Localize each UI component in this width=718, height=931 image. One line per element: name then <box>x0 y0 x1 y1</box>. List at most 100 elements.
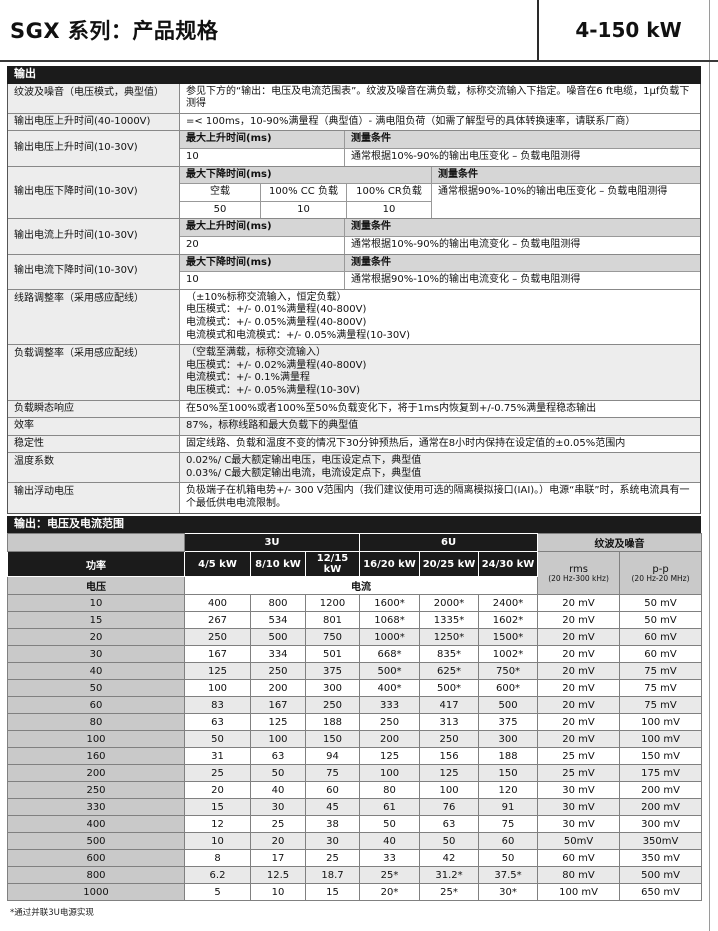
power-header-row: 功率 4/5 kW 8/10 kW 12/15 kW 16/20 kW 20/2… <box>7 551 703 596</box>
current-cell: 250 <box>419 730 480 749</box>
voltage-cell: 600 <box>7 849 185 868</box>
rms-cell: 30 mV <box>537 798 621 817</box>
subtable-subheader: 100% CC 负载 <box>261 184 347 202</box>
voltage-cell: 330 <box>7 798 185 817</box>
spec-line: 电流模式：+/- 0.1%满量程 <box>186 372 310 384</box>
current-header: 电流 <box>183 576 539 596</box>
rms-cell: 25 mV <box>537 747 621 766</box>
rms-cell: 25 mV <box>537 764 621 783</box>
pp-bandwidth: (20 Hz-20 MHz) <box>631 573 690 583</box>
spec-label: 输出电压下降时间(10-30V) <box>8 166 180 219</box>
current-cell: 1500* <box>478 628 539 647</box>
current-cell: 600* <box>478 679 539 698</box>
voltage-cell: 20 <box>7 628 185 647</box>
kw-header: 24/30 kW <box>478 551 539 578</box>
current-cell: 150 <box>478 764 539 783</box>
pp-cell: 60 mV <box>619 645 703 664</box>
table-row: 输出电压上升时间(40-1000V) =< 100ms，10-90%满量程（典型… <box>8 112 700 131</box>
pp-cell: 75 mV <box>619 662 703 681</box>
voltage-cell: 160 <box>7 747 185 766</box>
current-cell: 250 <box>304 696 361 715</box>
spec-label: 输出电压上升时间(10-30V) <box>8 131 180 166</box>
spec-value: 固定线路、负载和温度不变的情况下30分钟预热后，通常在8小时内保持在设定值的±0… <box>186 437 626 449</box>
subtable-value: 10 <box>180 149 345 166</box>
kw-header: 20/25 kW <box>419 551 480 578</box>
rms-cell: 60 mV <box>537 849 621 868</box>
table-row: 800 6.2 12.5 18.7 25* 31.2* 37.5* 80 mV 500 mV <box>7 866 703 885</box>
current-cell: 625* <box>419 662 480 681</box>
spec-line: （空载至满载，标称交流输入） <box>186 347 326 359</box>
current-cell: 400 <box>184 594 251 613</box>
current-cell: 100 <box>184 679 251 698</box>
current-cell: 500 <box>478 696 539 715</box>
current-cell: 94 <box>304 747 361 766</box>
output-range-table-body: 10 400 800 1200 1600* 2000* 2400* 20 mV 50 mV 15 2… <box>7 594 703 902</box>
spec-line: 电流模式和电流模式：+/- 0.05%满量程(10-30V) <box>186 329 411 341</box>
current-cell: 500 <box>250 628 306 647</box>
current-cell: 6.2 <box>184 866 251 885</box>
table-row: 40 125 250 375 500* 625* 750* 20 mV 75 mV <box>7 662 703 681</box>
table-row: 10 400 800 1200 1600* 2000* 2400* 20 mV 50 mV <box>7 594 703 613</box>
rms-cell: 20 mV <box>537 696 621 715</box>
current-cell: 1002* <box>478 645 539 664</box>
voltage-header: 电压 <box>7 576 185 596</box>
pp-cell: 75 mV <box>619 696 703 715</box>
document-header: SGX 系列：产品规格 4-150 kW <box>0 0 718 62</box>
subtable-condition: 通常根据90%-10%的输出电压变化 – 负载电阻测得 <box>438 186 668 198</box>
current-cell: 300 <box>478 730 539 749</box>
current-cell: 120 <box>478 781 539 800</box>
rms-cell: 30 mV <box>537 815 621 834</box>
table-row: 80 63 125 188 250 313 375 20 mV 100 mV <box>7 713 703 732</box>
current-cell: 501 <box>304 645 361 664</box>
current-cell: 188 <box>478 747 539 766</box>
spec-subtable: 最大上升时间(ms) 测量条件 20 通常根据10%-90%的输出电流变化 – … <box>180 219 700 254</box>
voltage-cell: 10 <box>7 594 185 613</box>
current-cell: 25 <box>184 764 251 783</box>
rms-cell: 20 mV <box>537 713 621 732</box>
current-cell: 38 <box>304 815 361 834</box>
table-row: 100 50 100 150 200 250 300 20 mV 100 mV <box>7 730 703 749</box>
current-cell: 30 <box>250 798 306 817</box>
current-cell: 334 <box>250 645 306 664</box>
pp-cell: 500 mV <box>619 866 703 885</box>
kw-header: 12/15 kW <box>304 551 361 578</box>
pp-cell: 50 mV <box>619 594 703 613</box>
spec-label: 输出电流上升时间(10-30V) <box>8 219 180 254</box>
rms-cell: 30 mV <box>537 781 621 800</box>
current-cell: 45 <box>304 798 361 817</box>
current-cell: 5 <box>184 883 251 902</box>
page-title: SGX 系列：产品规格 <box>10 19 219 43</box>
current-cell: 1000* <box>359 628 421 647</box>
output-spec-table: 纹波及噪音（电压模式，典型值） 参见下方的“输出：电压及电流范围表”。纹波及噪音… <box>7 83 701 514</box>
rms-cell: 80 mV <box>537 866 621 885</box>
voltage-cell: 80 <box>7 713 185 732</box>
section-bar-output: 输出 <box>7 66 701 84</box>
current-cell: 50 <box>359 815 421 834</box>
current-cell: 63 <box>184 713 251 732</box>
current-cell: 17 <box>250 849 306 868</box>
voltage-cell: 60 <box>7 696 185 715</box>
pp-cell: 350 mV <box>619 849 703 868</box>
current-cell: 100 <box>419 781 480 800</box>
current-cell: 313 <box>419 713 480 732</box>
subtable-header: 最大上升时间(ms) <box>180 219 345 237</box>
pp-cell: 150 mV <box>619 747 703 766</box>
current-cell: 375 <box>478 713 539 732</box>
spec-label: 输出浮动电压 <box>8 483 180 513</box>
current-cell: 10 <box>250 883 306 902</box>
current-cell: 125 <box>419 764 480 783</box>
kw-header: 16/20 kW <box>359 551 421 578</box>
voltage-cell: 500 <box>7 832 185 851</box>
table-row: 线路调整率（采用感应配线） （±10%标称交流输入，恒定负载） 电压模式：+/-… <box>8 288 700 345</box>
table-row: 输出电流下降时间(10-30V) 最大下降时间(ms) 测量条件 10 通常根据… <box>8 253 700 289</box>
pp-cell: 175 mV <box>619 764 703 783</box>
power-range-label: 4-150 kW <box>537 0 718 60</box>
table-row: 负载瞬态响应 在50%至100%或者100%至50%负载变化下，将于1ms内恢复… <box>8 399 700 418</box>
pp-cell: 200 mV <box>619 781 703 800</box>
pp-cell: 650 mV <box>619 883 703 902</box>
current-cell: 300 <box>304 679 361 698</box>
spec-line: 电压模式：+/- 0.02%满量程(40-800V) <box>186 359 367 371</box>
table-row: 效率 87%，标称线路和最大负载下的典型值 <box>8 417 700 435</box>
subtable-header: 最大下降时间(ms) <box>180 254 345 273</box>
current-cell: 100 <box>250 730 306 749</box>
